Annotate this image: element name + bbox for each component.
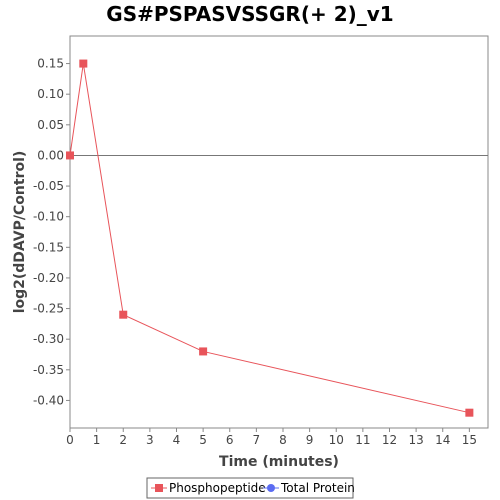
x-tick-label: 14 xyxy=(435,433,450,447)
x-tick-label: 2 xyxy=(119,433,127,447)
x-tick-label: 1 xyxy=(93,433,101,447)
legend: Phosphopeptide Total Protein xyxy=(146,477,355,499)
x-tick-label: 7 xyxy=(253,433,261,447)
y-axis: 0.15 0.10 0.05 0.00 -0.05 -0.10 -0.15 -0.20 -0.2… xyxy=(33,57,70,407)
legend-box xyxy=(146,477,354,499)
y-tick-label: -0.40 xyxy=(33,393,64,407)
x-tick-label: 15 xyxy=(462,433,477,447)
data-point xyxy=(66,151,74,160)
legend-label-total-protein: Total Protein xyxy=(280,481,355,495)
data-point xyxy=(79,59,88,68)
data-point xyxy=(465,408,474,417)
x-tick-label: 3 xyxy=(146,433,154,447)
x-tick-label: 9 xyxy=(306,433,314,447)
y-tick-label: 0.10 xyxy=(37,87,64,101)
y-tick-label: -0.10 xyxy=(33,210,64,224)
data-point xyxy=(119,310,128,319)
y-tick-label: -0.05 xyxy=(33,179,64,193)
legend-label-phosphopeptide: Phosphopeptide xyxy=(169,481,266,495)
y-tick-label: -0.35 xyxy=(33,363,64,377)
y-tick-label: -0.20 xyxy=(33,271,64,285)
x-tick-label: 12 xyxy=(382,433,397,447)
x-tick-label: 4 xyxy=(173,433,181,447)
y-tick-label: 0.05 xyxy=(37,118,64,132)
x-tick-label: 8 xyxy=(279,433,287,447)
y-tick-label: -0.15 xyxy=(33,240,64,254)
x-tick-label: 10 xyxy=(329,433,344,447)
chart-title: GS#PSPASVSSGR(+ 2)_v1 xyxy=(106,2,393,26)
y-axis-label: log2(dDAVP/Control) xyxy=(12,151,28,314)
x-tick-label: 13 xyxy=(408,433,423,447)
x-tick-label: 6 xyxy=(226,433,234,447)
y-tick-label: -0.25 xyxy=(33,302,64,316)
series-layer xyxy=(66,59,474,417)
plot-area xyxy=(69,35,489,429)
legend-marker-total-protein xyxy=(267,484,275,492)
y-tick-label: -0.30 xyxy=(33,332,64,346)
x-tick-label: 0 xyxy=(66,433,74,447)
y-tick-label: 0.15 xyxy=(37,57,64,71)
x-tick-label: 5 xyxy=(199,433,207,447)
y-tick-label: 0.00 xyxy=(37,148,64,162)
x-tick-label: 11 xyxy=(355,433,370,447)
x-axis: 0 1 2 3 4 5 6 7 8 9 10 11 12 13 14 15 xyxy=(66,428,477,447)
x-axis-label: Time (minutes) xyxy=(219,454,339,470)
legend-marker-phosphopeptide xyxy=(155,484,163,492)
data-point xyxy=(199,347,208,356)
